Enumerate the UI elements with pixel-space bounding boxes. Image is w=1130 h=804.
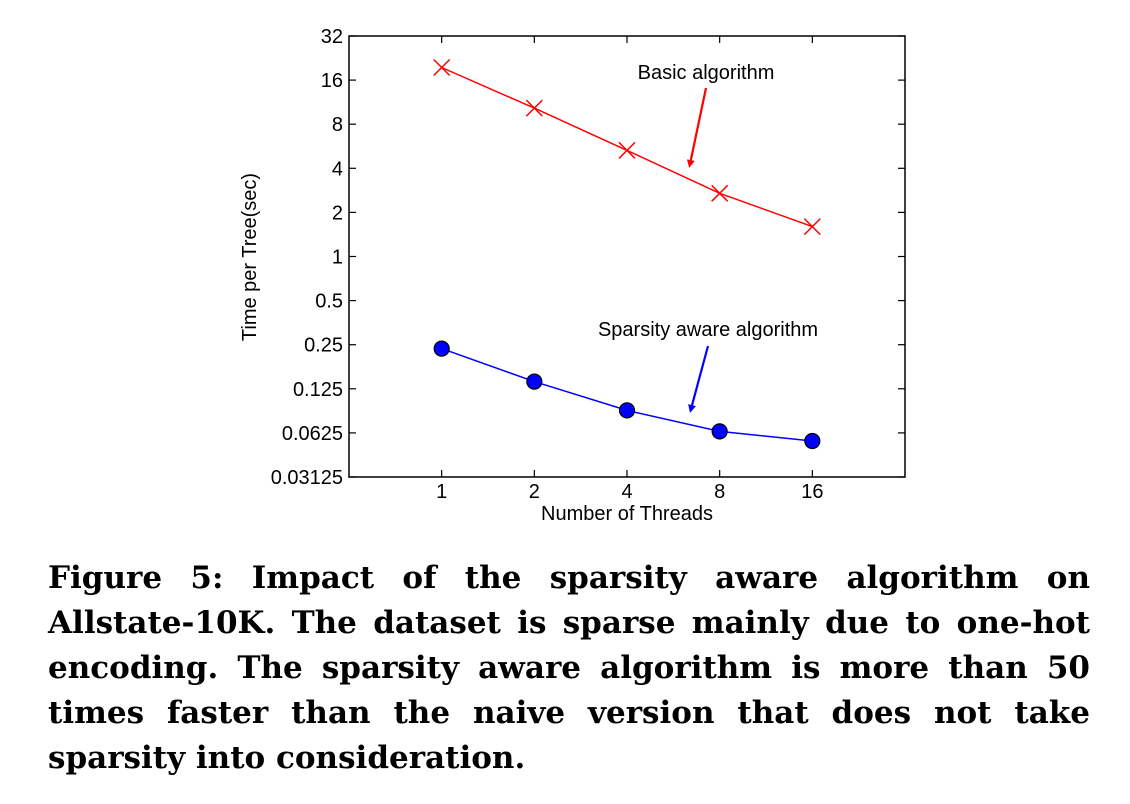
y-tick-label: 0.5 [315,291,343,313]
data-point-circle [618,402,636,419]
annotations: Basic algorithm Sparsity aware algorithm [598,62,818,413]
y-tick-label: 8 [332,114,343,136]
y-tick-label: 16 [321,70,343,92]
basic-algorithm-label: Basic algorithm [638,62,775,84]
y-tick-label: 0.03125 [271,467,343,489]
y-axis-title: Time per Tree(sec) [239,173,261,341]
data-point-x-marker [803,218,821,236]
annotation-arrow [688,345,710,413]
x-tick-label: 8 [714,481,725,503]
y-tick-label: 2 [332,202,343,224]
data-point-circle [804,432,821,450]
figure-caption: Figure 5: Impact of the sparsity aware a… [48,560,1090,776]
axis-ticks: 0.03125 0.0625 0.125 0.25 0.5 1 2 4 8 16 32 1 2 4 8 16 [271,26,905,503]
data-point-x-marker [618,141,636,159]
series-line-0 [441,66,813,228]
data-point-circle [711,423,728,440]
sparsity-algorithm-label: Sparsity aware algorithm [598,319,818,341]
y-tick-label: 4 [332,158,343,180]
series-lines [441,66,813,442]
x-tick-label: 4 [621,481,632,503]
y-tick-label: 0.25 [304,335,343,357]
y-tick-label: 0.0625 [282,423,343,445]
chart-container: 0.03125 0.0625 0.125 0.25 0.5 1 2 4 8 16 32 1 2 4 8 16 … [239,26,906,525]
x-tick-label: 1 [436,481,447,503]
data-point-circle [526,373,543,390]
data-point-circle [433,340,450,357]
y-tick-label: 32 [321,26,343,48]
series-line-1 [441,347,813,442]
annotation-arrow [686,87,708,168]
x-tick-label: 2 [529,481,540,503]
x-axis-title: Number of Threads [541,503,713,525]
y-tick-label: 1 [332,247,343,269]
series-markers [433,58,821,450]
data-point-x-marker [711,184,729,202]
data-point-x-marker [433,58,451,77]
x-tick-label: 16 [801,481,823,503]
y-tick-label: 0.125 [293,379,343,401]
data-point-x-marker [525,99,543,117]
